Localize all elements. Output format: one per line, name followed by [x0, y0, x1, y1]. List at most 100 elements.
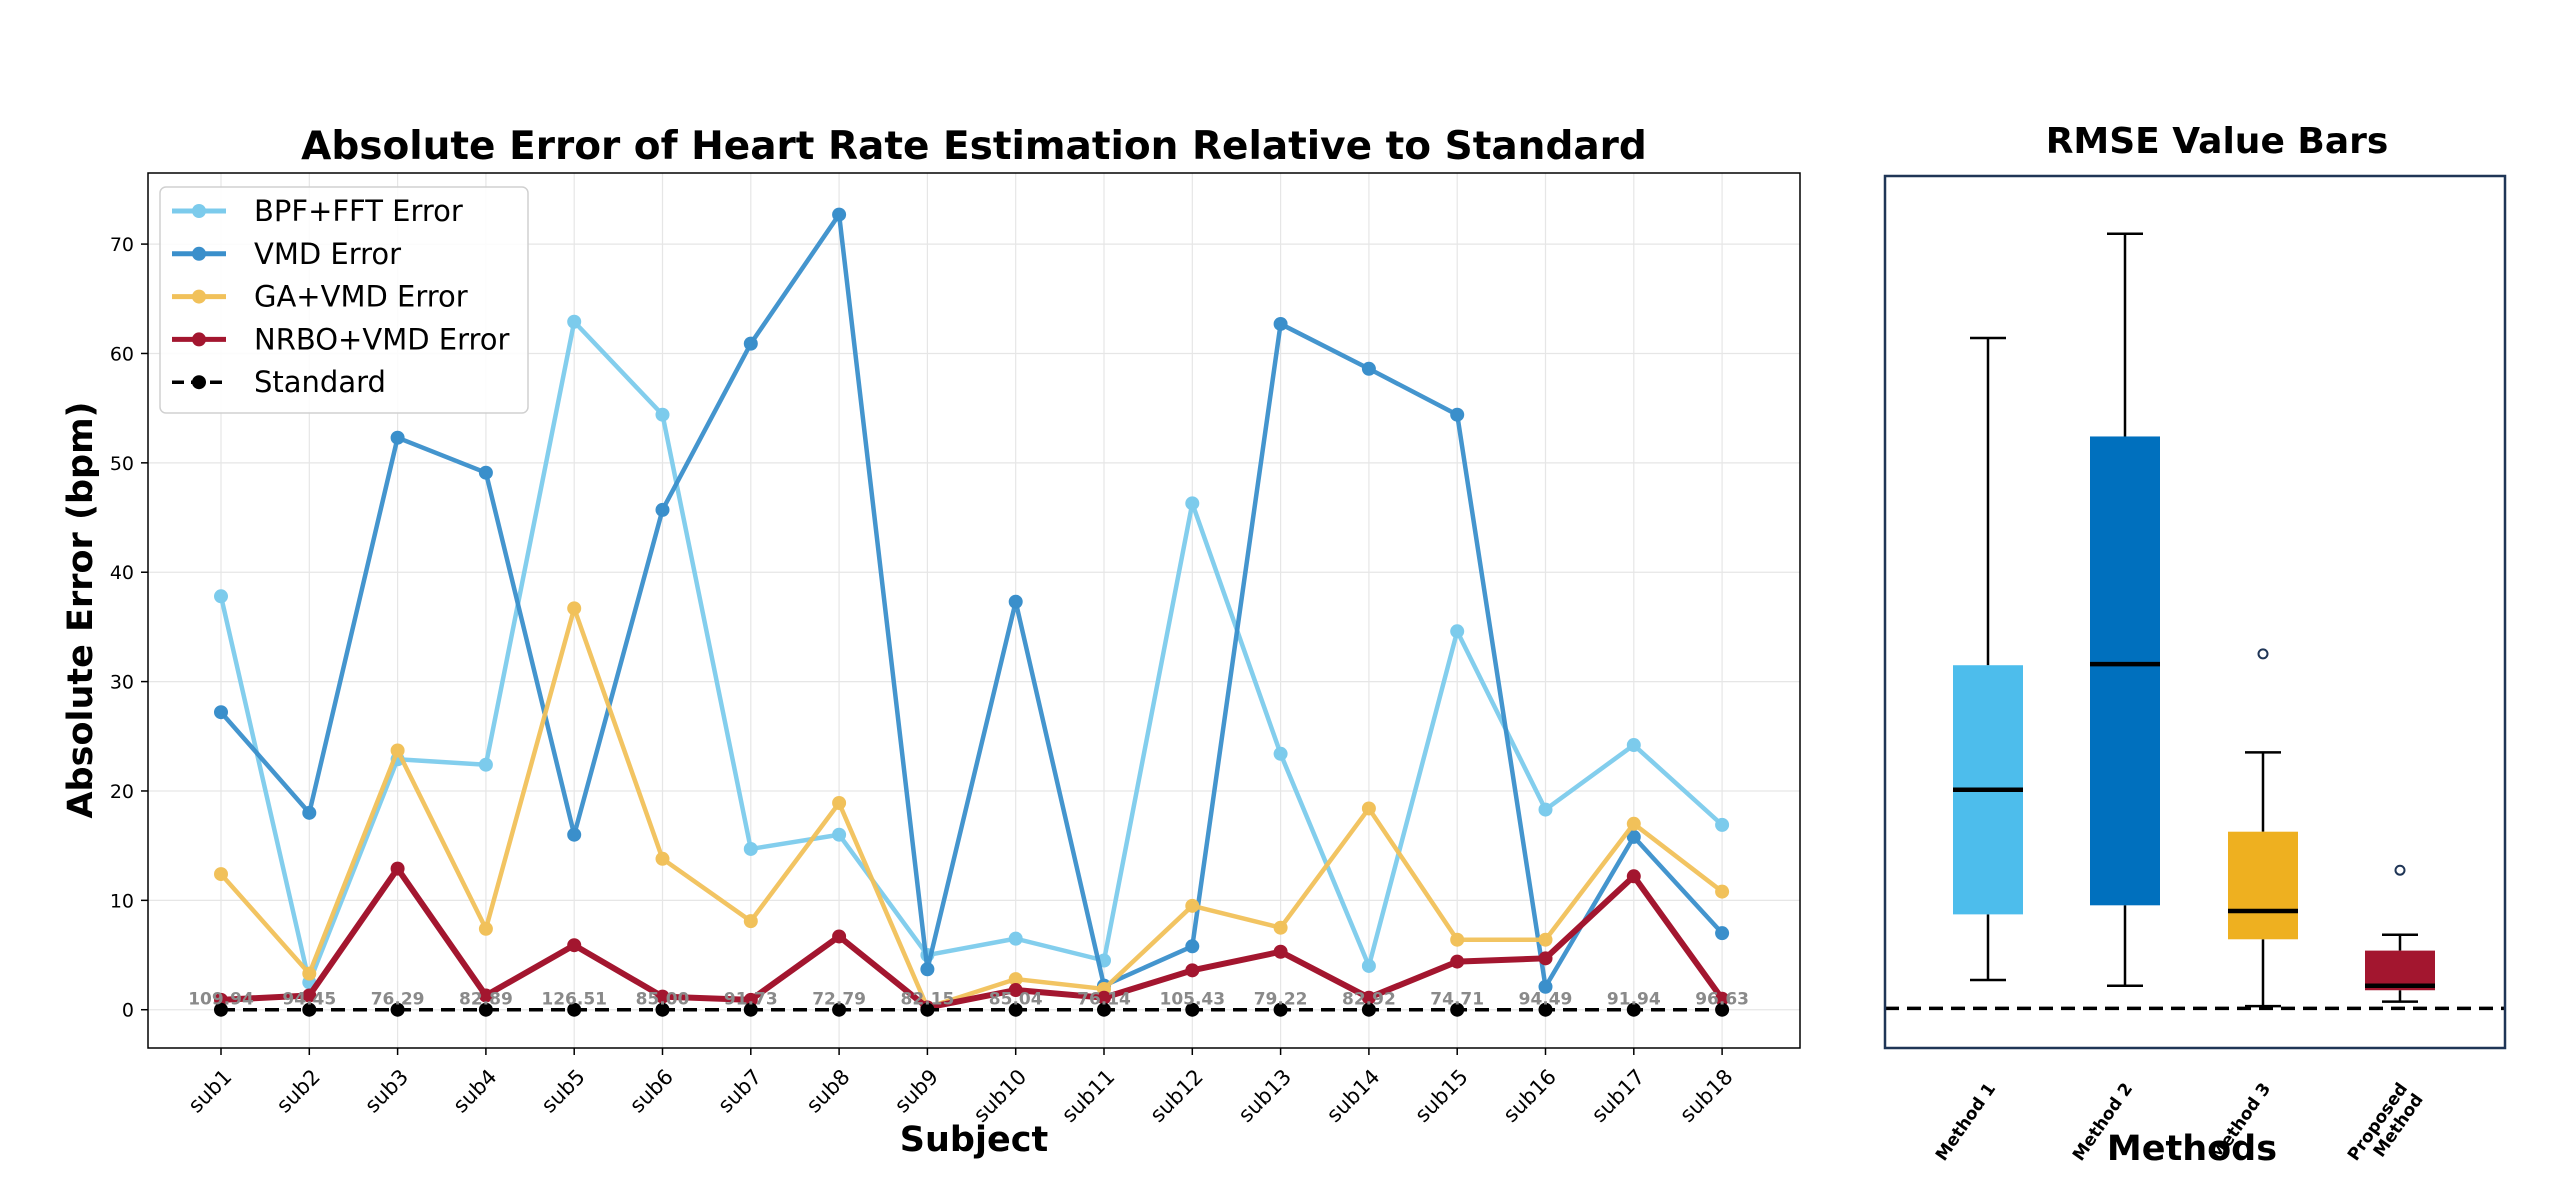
data-point	[655, 407, 670, 422]
x-tick-label: sub12	[1145, 1065, 1207, 1127]
data-point	[832, 929, 847, 944]
data-point	[743, 992, 758, 1007]
legend-box	[159, 186, 529, 414]
data-point	[1450, 954, 1465, 969]
standard-value-label: 126.51	[541, 990, 607, 1010]
standard-value-label: 85.04	[989, 990, 1043, 1010]
data-point	[390, 743, 405, 758]
data-point	[743, 914, 758, 929]
data-point	[1361, 361, 1376, 376]
data-point	[1185, 496, 1200, 511]
y-tick-label: 0	[122, 1000, 134, 1022]
data-point	[1538, 951, 1553, 966]
series-vmd-error	[214, 207, 1730, 994]
data-point	[214, 1002, 228, 1017]
data-point	[1361, 990, 1376, 1005]
x-tick-label: sub7	[713, 1065, 766, 1118]
data-point	[1626, 829, 1641, 844]
data-point	[832, 207, 847, 222]
outlier-point	[2257, 648, 2269, 660]
data-point	[1185, 1002, 1200, 1017]
data-point	[302, 988, 317, 1003]
data-point	[832, 796, 847, 810]
line-chart-series	[214, 207, 1730, 1017]
data-point	[1008, 972, 1023, 987]
legend-label: GA+VMD Error	[254, 280, 468, 314]
box-method-2	[2090, 232, 2160, 987]
data-point	[1008, 594, 1023, 609]
data-point	[302, 1002, 317, 1017]
box-chart-title: RMSE Value Bars	[2046, 121, 2389, 162]
data-point	[1450, 1002, 1465, 1017]
data-point	[478, 921, 493, 936]
data-point	[1097, 990, 1111, 1005]
legend-swatch-marker	[192, 375, 206, 390]
series-line	[220, 865, 1725, 1011]
line-chart-title: Absolute Error of Heart Rate Estimation …	[301, 124, 1647, 169]
y-tick-label: 10	[110, 890, 134, 912]
data-point	[390, 1002, 405, 1017]
data-point	[1185, 898, 1200, 913]
x-tick-label: Method 1	[1932, 1079, 2000, 1164]
series-bpf-fft-error	[214, 314, 1730, 990]
data-point	[302, 805, 317, 820]
standard-value-label: 85.00	[636, 990, 690, 1010]
y-tick-label: 60	[110, 343, 134, 365]
data-point	[655, 989, 670, 1004]
x-tick-label: sub9	[890, 1065, 943, 1118]
data-point	[1273, 316, 1288, 331]
data-point	[1626, 869, 1641, 884]
y-tick-label: 50	[110, 453, 134, 475]
x-tick-label: sub15	[1410, 1065, 1472, 1127]
legend-swatch-marker	[192, 246, 206, 261]
box-proposed-method	[2365, 864, 2435, 1003]
line-chart-y-ticks: 0 10 20 30 40 50 60 70	[110, 234, 148, 1022]
line-chart: Absolute Error of Heart Rate Estimation …	[61, 124, 1801, 1160]
line-chart-x-ticks: sub1 sub2 sub3 sub4 sub5 sub6 sub7 sub8 sub9 sub1…	[184, 1048, 1738, 1127]
x-tick-label: sub8	[802, 1065, 855, 1118]
legend-label: NRBO+VMD Error	[254, 322, 510, 356]
data-point	[1008, 983, 1023, 998]
data-point	[1185, 963, 1200, 978]
x-tick-label: sub14	[1322, 1065, 1384, 1127]
line-chart-legend: BPF+FFT Error VMD Error GA+VMD Error NRBO+V…	[159, 186, 529, 414]
x-tick-label: sub4	[448, 1065, 501, 1118]
standard-value-label: 76.14	[1077, 990, 1131, 1010]
legend-swatch-marker	[192, 204, 206, 218]
data-point	[1538, 932, 1553, 947]
standard-value-label: 82.89	[459, 990, 513, 1010]
standard-value-labels: 109.94 94.45 76.29 82.89 126.51 85.00 91.73 72.…	[188, 990, 1749, 1010]
data-point	[1715, 926, 1730, 941]
data-point	[1361, 801, 1376, 816]
data-point	[478, 1002, 493, 1017]
data-point	[1361, 958, 1376, 973]
standard-value-label: 109.94	[188, 990, 254, 1010]
data-point	[832, 827, 847, 842]
data-point	[478, 757, 493, 772]
standard-value-label: 105.43	[1159, 990, 1225, 1010]
data-point	[1273, 1002, 1288, 1017]
standard-value-label: 76.29	[371, 990, 425, 1010]
x-tick-label: sub3	[360, 1065, 413, 1118]
data-point	[478, 988, 493, 1003]
data-point	[1450, 932, 1465, 947]
data-point	[214, 589, 228, 604]
box-iqr	[2090, 436, 2160, 906]
x-tick-label: sub2	[272, 1065, 325, 1118]
x-tick-label: sub10	[969, 1065, 1031, 1127]
x-tick-label: sub13	[1234, 1065, 1296, 1127]
x-tick-label: sub16	[1499, 1065, 1561, 1127]
data-point	[1450, 624, 1465, 639]
line-chart-x-label: Subject	[900, 1120, 1048, 1160]
data-point	[478, 465, 493, 480]
legend-swatch-marker	[192, 289, 206, 304]
y-tick-label: 20	[110, 781, 134, 803]
box-chart-x-label: Methods	[2107, 1129, 2277, 1169]
data-point	[920, 1002, 935, 1017]
data-point	[1008, 1002, 1023, 1017]
data-point	[1185, 939, 1200, 954]
data-point	[214, 992, 228, 1007]
data-point	[655, 502, 670, 517]
box-chart-boxes	[1953, 232, 2435, 1008]
